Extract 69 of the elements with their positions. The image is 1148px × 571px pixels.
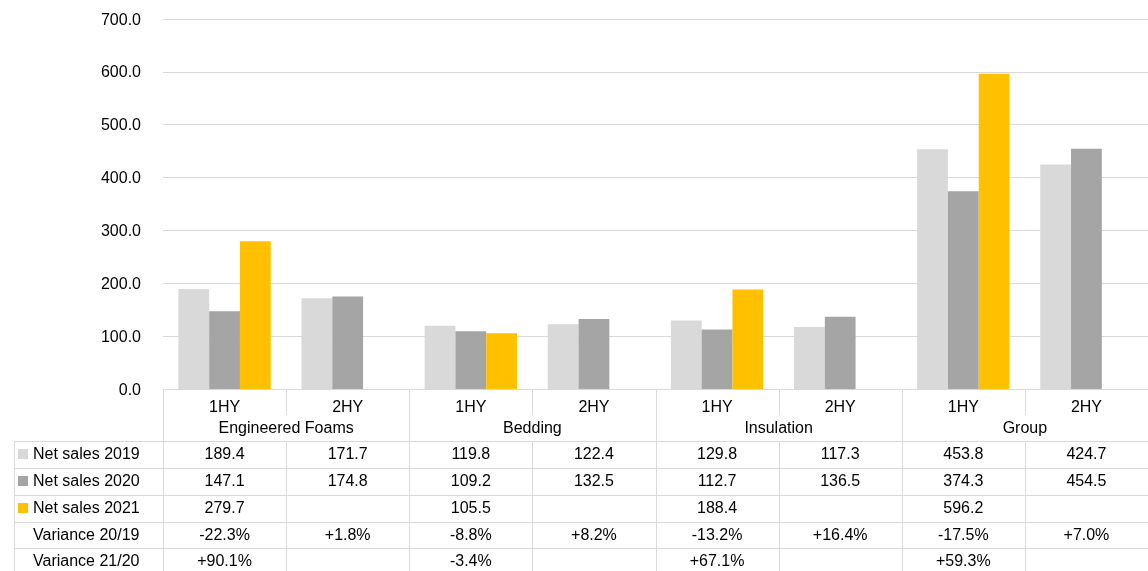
data-label: 188.4 <box>696 498 739 518</box>
y-tick-label: 400.0 <box>100 169 142 187</box>
bar <box>824 316 856 389</box>
text: Engineered Foams <box>217 418 355 438</box>
data-label: 105.5 <box>449 498 492 518</box>
x-tick-label: 2HY <box>1070 397 1103 415</box>
bar <box>455 331 487 389</box>
text: Insulation <box>743 418 814 438</box>
data-label: 117.3 <box>819 444 861 464</box>
text: +16.4% <box>811 525 869 545</box>
x-tick-label: 2HY <box>332 397 364 415</box>
bar <box>978 73 1010 389</box>
data-label: 424.7 <box>1065 444 1108 464</box>
text: -22.3% <box>198 525 251 545</box>
text: +59.3% <box>934 551 992 571</box>
x-tick-label: 1HY <box>947 397 980 415</box>
bar <box>332 296 364 389</box>
y-tick-label: 100.0 <box>100 327 142 345</box>
legend-label: Net sales 2020 <box>32 471 141 491</box>
data-label: 129.8 <box>696 444 739 464</box>
text: Variance 20/19 <box>32 525 141 545</box>
data-label: 189.4 <box>203 444 246 464</box>
text: Group <box>1001 418 1049 438</box>
data-label: 279.7 <box>203 498 246 518</box>
text: -17.5% <box>936 525 990 545</box>
data-label: 136.5 <box>819 471 862 491</box>
x-tick-label: 2HY <box>824 397 857 415</box>
y-tick-label: 500.0 <box>100 116 142 134</box>
bar <box>947 191 979 389</box>
y-tick-label: 0.0 <box>118 380 142 398</box>
data-label: 454.5 <box>1065 471 1108 491</box>
data-label: 147.1 <box>203 471 246 491</box>
legend-label: Net sales 2021 <box>32 498 141 518</box>
bar <box>239 241 271 389</box>
data-label: 132.5 <box>572 471 615 491</box>
data-label: 596.2 <box>942 498 985 518</box>
data-label: 119.8 <box>450 444 492 464</box>
data-label: 112.7 <box>696 471 738 491</box>
text: Bedding <box>502 418 563 438</box>
x-tick-label: 1HY <box>455 397 487 415</box>
x-tick-label: 1HY <box>209 397 241 415</box>
data-label: 109.2 <box>449 471 492 491</box>
data-label: 174.8 <box>326 471 369 491</box>
y-tick-label: 700.0 <box>100 10 142 28</box>
text: +7.0% <box>1062 525 1111 545</box>
bar <box>701 329 733 389</box>
bar <box>1071 148 1102 389</box>
y-tick-label: 600.0 <box>100 63 142 81</box>
text: +90.1% <box>196 551 253 571</box>
data-label: 374.3 <box>942 471 985 491</box>
bar <box>732 289 764 389</box>
text: +8.2% <box>570 525 618 545</box>
text: -3.4% <box>448 551 493 571</box>
y-tick-label: 300.0 <box>100 221 142 239</box>
text: -13.2% <box>690 525 744 545</box>
data-label: 453.8 <box>942 444 985 464</box>
y-tick-label: 200.0 <box>100 274 142 292</box>
x-tick-label: 1HY <box>701 397 733 415</box>
legend-label: Net sales 2019 <box>32 444 141 464</box>
text: Variance 21/20 <box>32 551 141 571</box>
text: -8.8% <box>448 525 493 545</box>
text: +1.8% <box>323 525 372 545</box>
x-tick-label: 2HY <box>578 397 610 415</box>
bar <box>578 318 610 389</box>
text: +67.1% <box>688 551 746 571</box>
bar <box>486 333 517 389</box>
data-label: 122.4 <box>572 444 615 464</box>
data-label: 171.7 <box>326 444 369 464</box>
bar <box>209 311 240 389</box>
